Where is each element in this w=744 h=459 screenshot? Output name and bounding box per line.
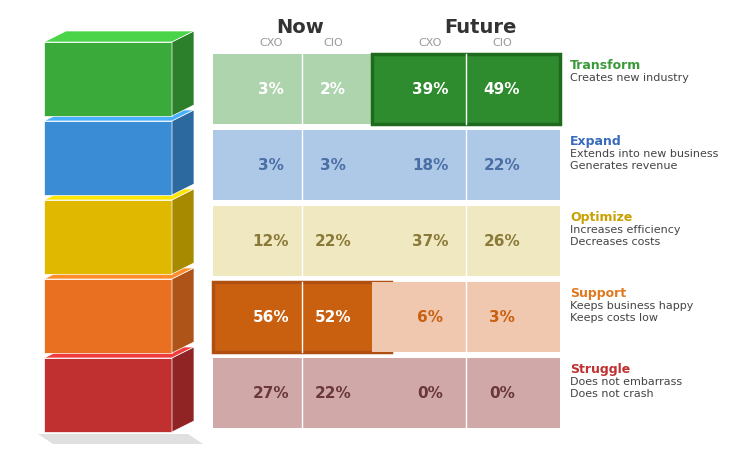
Text: Does not crash: Does not crash [570, 388, 654, 398]
Text: CXO: CXO [418, 38, 442, 48]
Text: 22%: 22% [315, 386, 351, 401]
FancyBboxPatch shape [213, 358, 391, 428]
Text: Creates new industry: Creates new industry [570, 73, 689, 83]
Polygon shape [172, 269, 194, 353]
Polygon shape [44, 269, 194, 280]
FancyBboxPatch shape [372, 131, 560, 201]
Text: 3%: 3% [258, 158, 284, 173]
Text: Transform: Transform [570, 59, 641, 72]
Polygon shape [172, 190, 194, 274]
Text: Support: Support [570, 286, 626, 299]
Text: 52%: 52% [315, 310, 351, 325]
Polygon shape [44, 43, 172, 117]
Text: 27%: 27% [253, 386, 289, 401]
Text: 0%: 0% [489, 386, 515, 401]
Text: 3%: 3% [489, 310, 515, 325]
Text: Generates revenue: Generates revenue [570, 161, 677, 171]
Text: Decreases costs: Decreases costs [570, 236, 660, 246]
Text: 39%: 39% [411, 82, 448, 97]
Polygon shape [44, 111, 194, 122]
FancyBboxPatch shape [213, 131, 391, 201]
Polygon shape [38, 434, 203, 444]
Text: 0%: 0% [417, 386, 443, 401]
Text: Increases efficiency: Increases efficiency [570, 224, 681, 235]
Text: Extends into new business: Extends into new business [570, 149, 719, 159]
Text: 3%: 3% [258, 82, 284, 97]
FancyBboxPatch shape [372, 55, 560, 125]
Polygon shape [44, 32, 194, 43]
FancyBboxPatch shape [372, 282, 560, 352]
FancyBboxPatch shape [372, 358, 560, 428]
Polygon shape [172, 32, 194, 117]
Text: 22%: 22% [484, 158, 520, 173]
Text: 26%: 26% [484, 234, 520, 249]
Text: CIO: CIO [323, 38, 343, 48]
Text: Expand: Expand [570, 134, 622, 148]
Polygon shape [44, 358, 172, 432]
FancyBboxPatch shape [213, 282, 391, 352]
Text: Future: Future [444, 18, 516, 37]
Text: Keeps costs low: Keeps costs low [570, 312, 658, 322]
Text: Optimize: Optimize [570, 211, 632, 224]
Text: 12%: 12% [253, 234, 289, 249]
Text: CIO: CIO [492, 38, 512, 48]
Text: Keeps business happy: Keeps business happy [570, 300, 693, 310]
FancyBboxPatch shape [213, 207, 391, 276]
FancyBboxPatch shape [372, 207, 560, 276]
Text: CXO: CXO [260, 38, 283, 48]
Text: 22%: 22% [315, 234, 351, 249]
Polygon shape [172, 111, 194, 196]
FancyBboxPatch shape [213, 55, 391, 125]
Polygon shape [44, 201, 172, 274]
Text: 2%: 2% [320, 82, 346, 97]
Text: 18%: 18% [412, 158, 448, 173]
Polygon shape [44, 190, 194, 201]
Polygon shape [44, 122, 172, 196]
Text: Does not embarrass: Does not embarrass [570, 376, 682, 386]
Text: Struggle: Struggle [570, 362, 630, 375]
Text: Now: Now [276, 18, 324, 37]
Text: 56%: 56% [253, 310, 289, 325]
Text: 49%: 49% [484, 82, 520, 97]
Polygon shape [44, 280, 172, 353]
Text: 37%: 37% [411, 234, 448, 249]
Polygon shape [172, 347, 194, 432]
Text: 3%: 3% [320, 158, 346, 173]
Text: 6%: 6% [417, 310, 443, 325]
Polygon shape [44, 347, 194, 358]
